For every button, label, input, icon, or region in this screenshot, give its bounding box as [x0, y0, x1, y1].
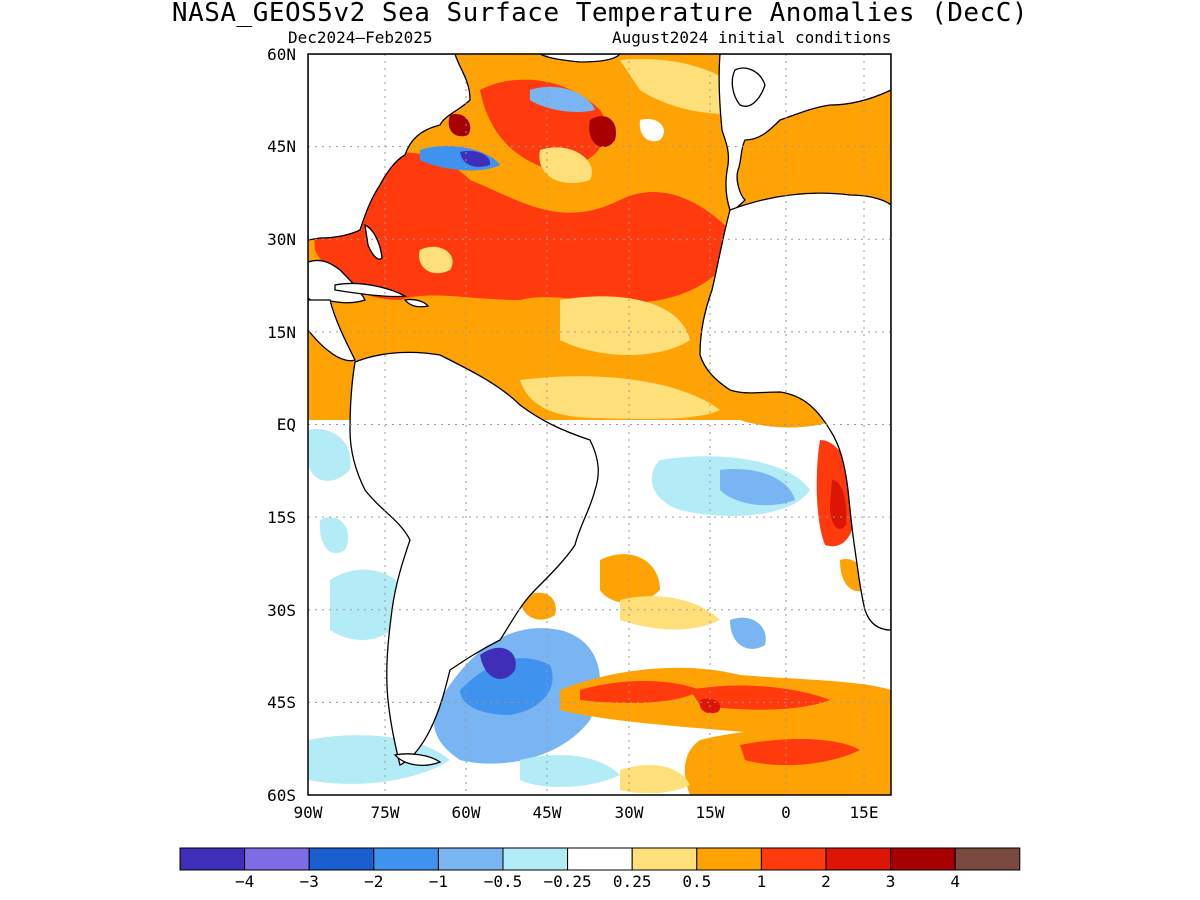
lat-label: 15S: [267, 508, 296, 527]
colorbar-swatch: [568, 848, 633, 870]
colorbar-swatch: [826, 848, 891, 870]
colorbar-swatch: [309, 848, 374, 870]
lat-label: 15N: [267, 323, 296, 342]
colorbar-tick-label: −2: [364, 872, 383, 891]
lon-label: 15E: [850, 803, 879, 822]
lon-label: 45W: [533, 803, 562, 822]
lat-label: 30S: [267, 601, 296, 620]
colorbar-tick-label: 3: [886, 872, 896, 891]
colorbar-tick-label: −0.25: [544, 872, 592, 891]
colorbar-swatch: [180, 848, 245, 870]
lon-label: 90W: [294, 803, 323, 822]
lat-label: 30N: [267, 230, 296, 249]
lat-label: 45N: [267, 137, 296, 156]
colorbar-swatch: [697, 848, 762, 870]
colorbar-swatch: [245, 848, 310, 870]
colorbar-tick-label: −0.5: [484, 872, 523, 891]
colorbar-tick-label: 0.25: [613, 872, 652, 891]
lat-axis: 60N 45N 30N 15N EQ 15S 30S 45S 60S: [267, 45, 296, 805]
lon-label: 60W: [452, 803, 481, 822]
colorbar-swatch: [891, 848, 956, 870]
colorbar-tick-label: 1: [757, 872, 767, 891]
colorbar-swatch: [632, 848, 697, 870]
colorbar-swatch: [438, 848, 503, 870]
colorbar-tick-label: −4: [235, 872, 254, 891]
lon-label: 15W: [696, 803, 725, 822]
lon-label: 30W: [615, 803, 644, 822]
lon-axis: 90W 75W 60W 45W 30W 15W 0 15E: [294, 803, 879, 822]
lat-label: EQ: [277, 415, 296, 434]
colorbar-tick-label: 2: [821, 872, 831, 891]
colorbar-swatch: [503, 848, 568, 870]
colorbar-swatch: [955, 848, 1020, 870]
colorbar-tick-label: −1: [429, 872, 448, 891]
colorbar-swatch: [374, 848, 439, 870]
colorbar-tick-label: −3: [300, 872, 319, 891]
lon-label: 0: [781, 803, 791, 822]
anomaly-field: [308, 54, 891, 795]
lat-label: 60N: [267, 45, 296, 64]
colorbar: [180, 848, 1020, 870]
colorbar-tick-label: 4: [950, 872, 960, 891]
lat-label: 45S: [267, 693, 296, 712]
lat-label: 60S: [267, 786, 296, 805]
colorbar-tick-label: 0.5: [682, 872, 711, 891]
colorbar-swatch: [761, 848, 826, 870]
lon-label: 75W: [371, 803, 400, 822]
